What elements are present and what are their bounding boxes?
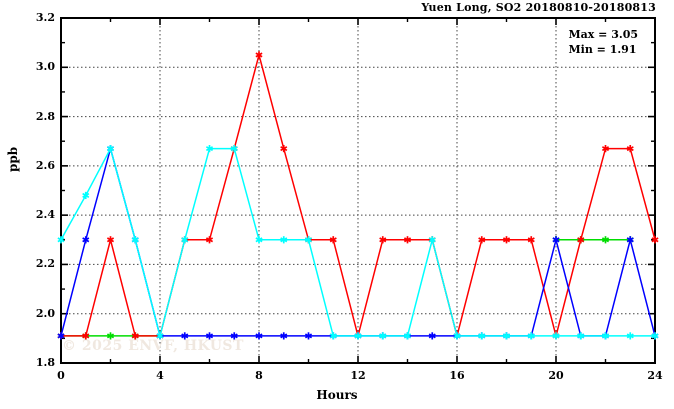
data-point-marker — [106, 145, 115, 153]
data-point-marker — [181, 332, 189, 340]
data-point-marker — [577, 332, 585, 340]
data-point-marker — [478, 332, 486, 340]
data-point-marker — [354, 332, 362, 340]
data-point-marker — [428, 236, 436, 244]
data-point-marker — [651, 332, 659, 340]
data-point-marker — [379, 236, 387, 244]
data-point-marker — [255, 332, 263, 340]
data-point-marker — [577, 236, 585, 244]
data-point-marker — [280, 236, 288, 244]
data-point-marker — [280, 332, 288, 340]
y-tick-label: 2.2 — [35, 257, 55, 271]
max-annotation-text: Max = 3.05 — [568, 28, 638, 41]
data-point-marker — [181, 236, 189, 244]
x-tick-label: 4 — [156, 369, 164, 382]
data-point-marker — [601, 236, 610, 244]
data-point-marker — [552, 332, 560, 340]
data-point-marker — [502, 236, 511, 244]
data-point-marker — [131, 332, 139, 340]
data-point-marker — [280, 145, 288, 153]
data-point-marker — [205, 236, 214, 244]
data-point-marker — [601, 332, 610, 340]
data-point-marker — [329, 236, 337, 244]
data-point-marker — [329, 332, 337, 340]
chart-title: Yuen Long, SO2 20180810-20180813 — [421, 1, 656, 14]
data-point-marker — [82, 332, 90, 340]
data-point-marker — [626, 236, 634, 244]
data-point-marker — [601, 145, 610, 153]
y-tick-label: 3.0 — [35, 60, 55, 74]
x-axis-label: Hours — [316, 388, 358, 402]
data-point-marker — [106, 236, 115, 244]
data-point-marker — [205, 145, 214, 153]
data-point-marker — [304, 236, 313, 244]
data-point-marker — [230, 145, 238, 153]
x-tick-label: 16 — [449, 369, 465, 382]
y-tick-label: 2.6 — [35, 158, 55, 172]
data-point-marker — [651, 236, 659, 244]
data-point-marker — [403, 236, 412, 244]
data-point-marker — [552, 236, 560, 244]
data-point-marker — [502, 332, 511, 340]
x-tick-label: 12 — [350, 369, 366, 382]
data-point-marker — [131, 236, 139, 244]
data-point-marker — [57, 236, 65, 244]
data-point-marker — [230, 332, 238, 340]
data-point-marker — [304, 332, 313, 340]
grid-lines — [61, 18, 655, 363]
y-tick-label: 1.8 — [35, 356, 55, 369]
data-point-marker — [82, 236, 90, 244]
data-point-marker — [428, 332, 436, 340]
y-tick-label: 2.8 — [35, 109, 55, 123]
y-tick-label: 2.4 — [35, 208, 55, 222]
data-point-marker — [626, 332, 634, 340]
data-point-marker — [57, 332, 65, 340]
y-tick-label: 3.2 — [35, 11, 55, 24]
data-point-marker — [478, 236, 486, 244]
data-point-marker — [403, 332, 412, 340]
data-point-marker — [626, 145, 634, 153]
data-point-marker — [527, 236, 535, 244]
data-point-marker — [379, 332, 387, 340]
data-point-marker — [453, 332, 461, 340]
data-point-marker — [255, 51, 263, 59]
x-tick-label: 8 — [255, 369, 263, 382]
min-annotation-text: Min = 1.91 — [568, 43, 637, 56]
data-point-marker — [106, 332, 115, 340]
data-point-marker — [82, 191, 90, 200]
data-point-marker — [205, 332, 214, 340]
y-tick-label: 2.0 — [35, 306, 55, 320]
data-point-marker — [156, 332, 164, 340]
data-point-marker — [255, 236, 263, 244]
minmax-annotation: Max = 3.05 Min = 1.91 — [568, 27, 638, 57]
x-tick-label: 0 — [57, 369, 65, 382]
data-series-day3 — [57, 145, 659, 340]
x-tick-label: 24 — [647, 369, 663, 382]
x-tick-label: 20 — [548, 369, 564, 382]
data-point-marker — [527, 332, 535, 340]
